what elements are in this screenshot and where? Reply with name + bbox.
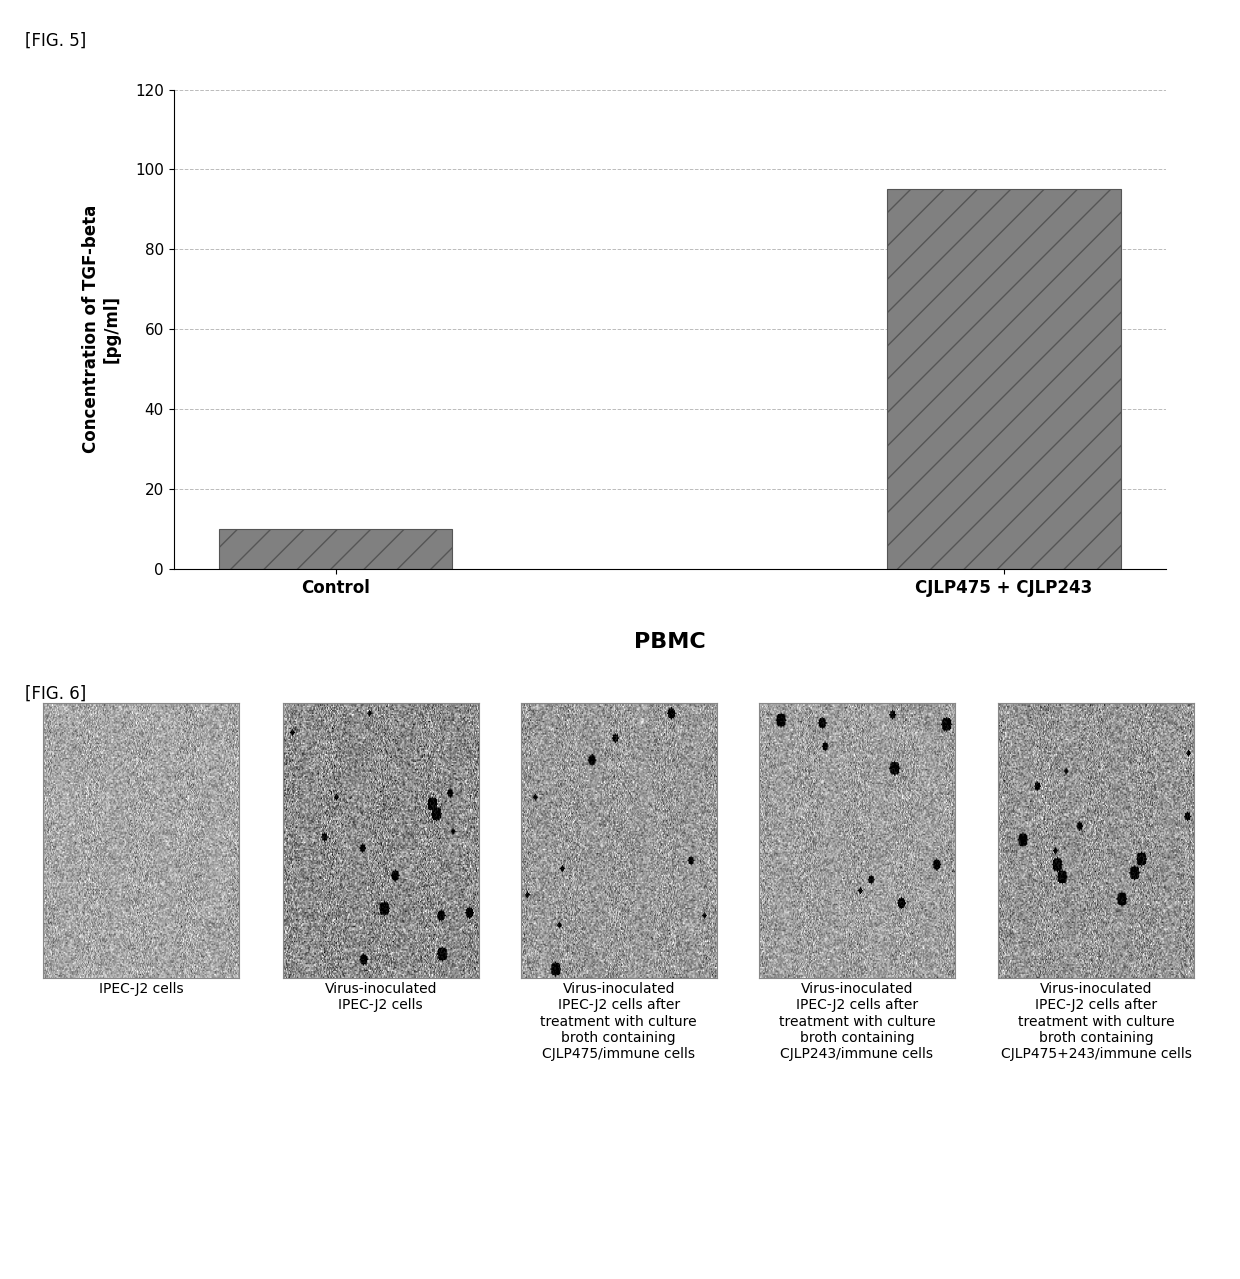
Y-axis label: Concentration of TGF-beta
[pg/ml]: Concentration of TGF-beta [pg/ml] [82,205,122,454]
Text: Virus-inoculated
IPEC-J2 cells: Virus-inoculated IPEC-J2 cells [325,982,436,1013]
Text: [FIG. 6]: [FIG. 6] [25,684,86,702]
Bar [887,189,1121,569]
Text: Virus-inoculated
IPEC-J2 cells after
treatment with culture
broth containing
CJL: Virus-inoculated IPEC-J2 cells after tre… [1001,982,1192,1062]
Text: IPEC-J2 cells: IPEC-J2 cells [99,982,184,996]
Bar [218,530,453,569]
X-axis label: PBMC: PBMC [634,632,706,651]
Text: Virus-inoculated
IPEC-J2 cells after
treatment with culture
broth containing
CJL: Virus-inoculated IPEC-J2 cells after tre… [541,982,697,1062]
Text: [FIG. 5]: [FIG. 5] [25,32,86,50]
Text: Virus-inoculated
IPEC-J2 cells after
treatment with culture
broth containing
CJL: Virus-inoculated IPEC-J2 cells after tre… [779,982,935,1062]
